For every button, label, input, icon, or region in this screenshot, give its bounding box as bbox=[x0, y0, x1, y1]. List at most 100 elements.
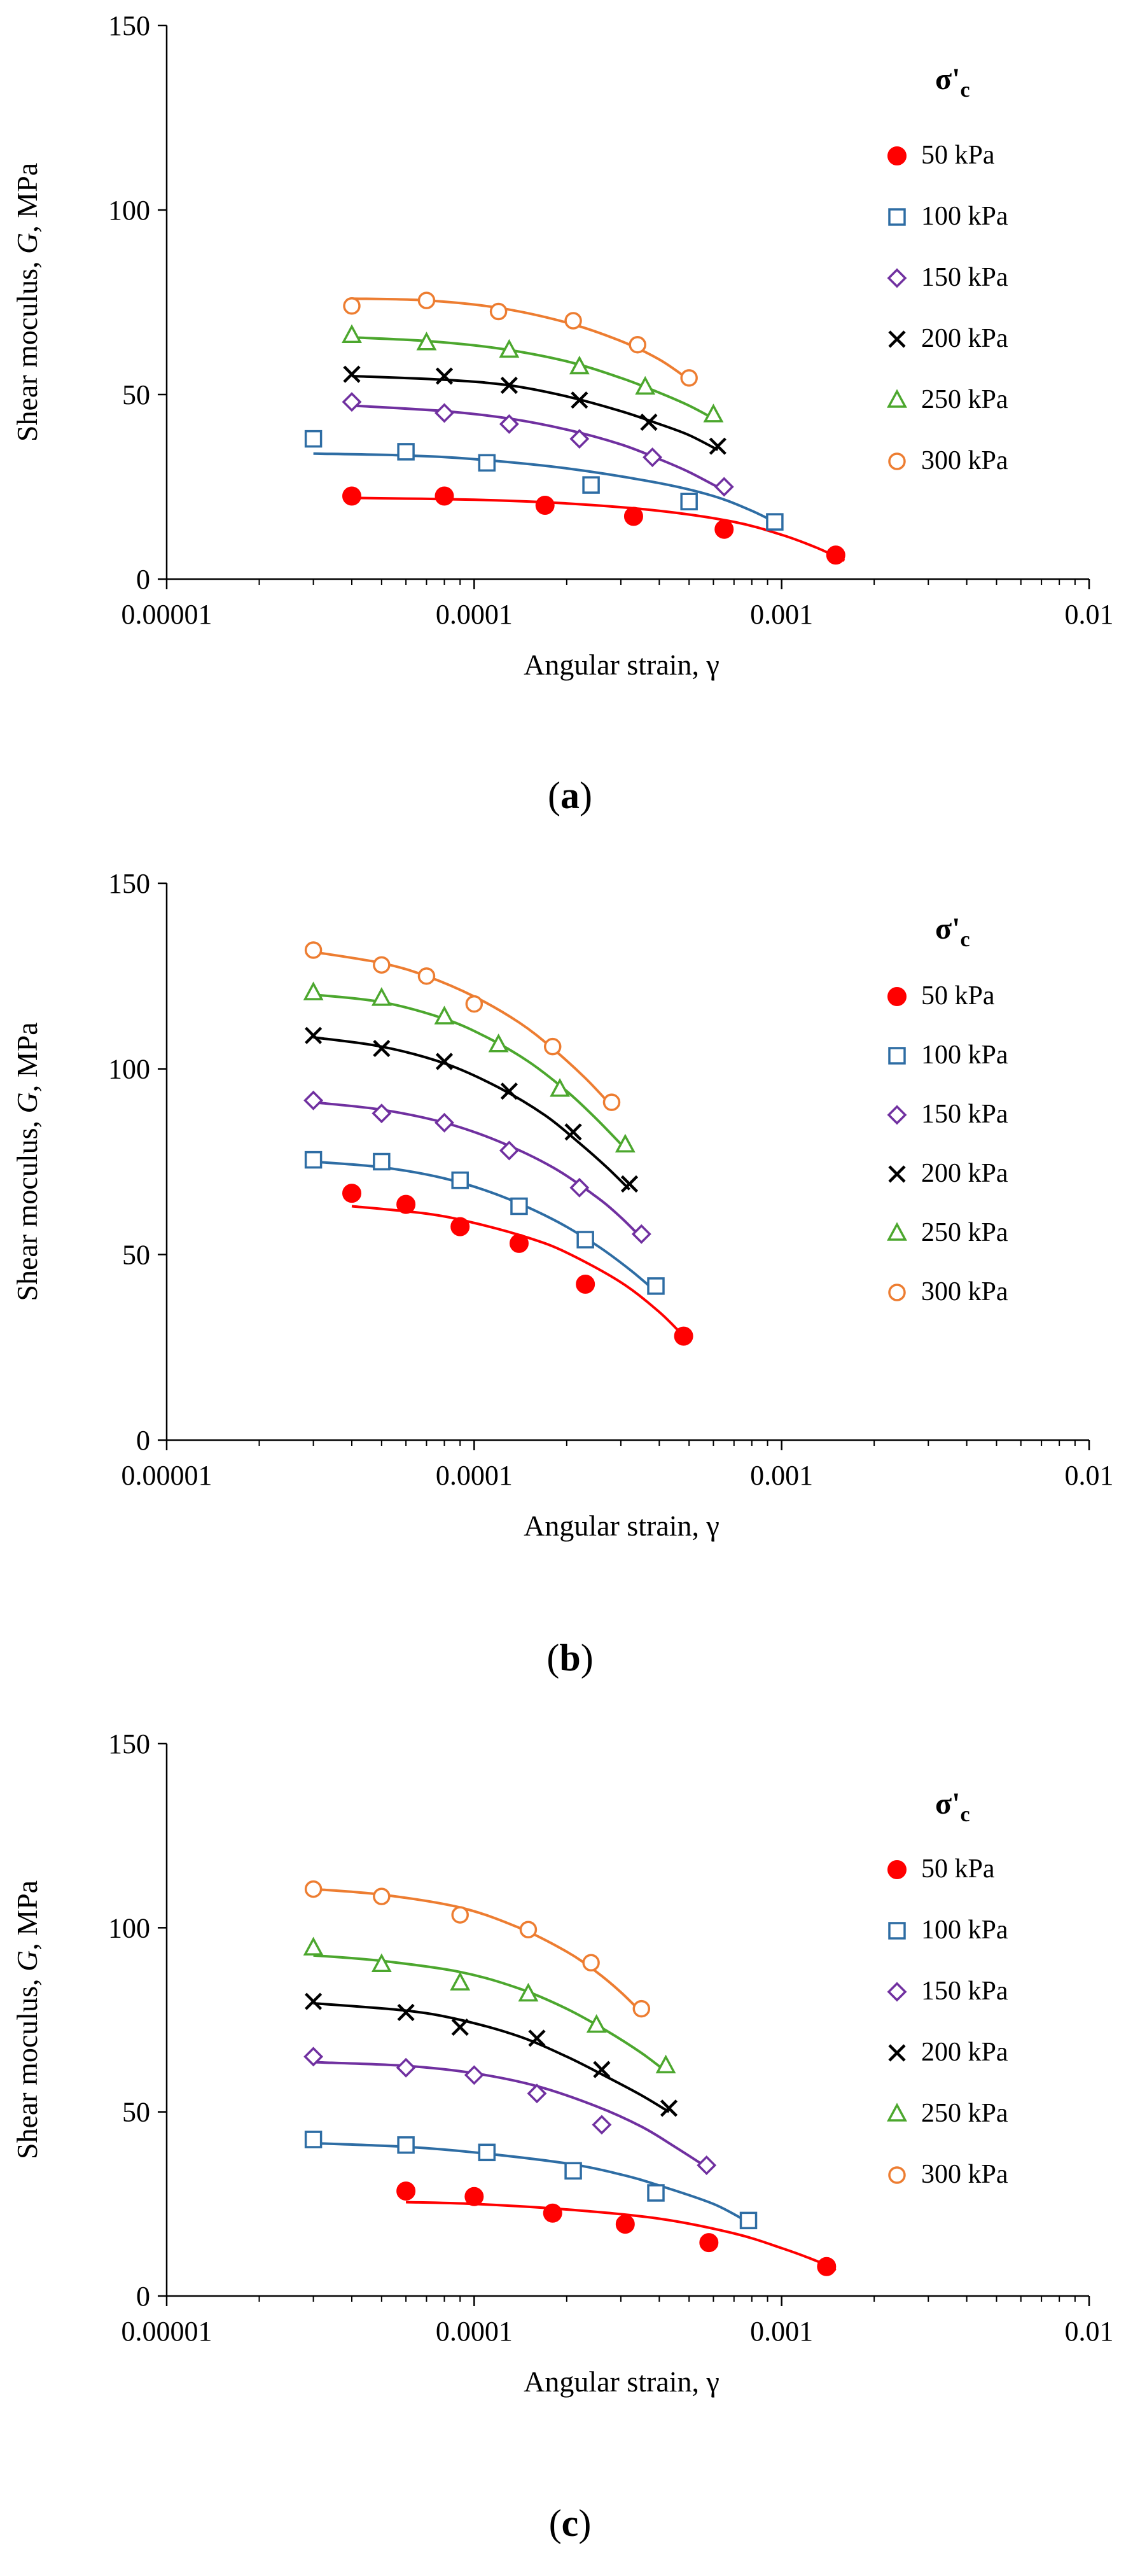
data-point bbox=[416, 332, 437, 351]
data-point bbox=[451, 1171, 469, 1189]
series-250-kpa bbox=[303, 981, 636, 1152]
x-axis-label: Angular strain, γ bbox=[524, 1509, 719, 1542]
legend-marker bbox=[888, 2166, 906, 2184]
series-50-kpa bbox=[342, 1184, 693, 1346]
data-point bbox=[451, 2018, 469, 2036]
data-point bbox=[826, 545, 845, 565]
y-tick-label: 150 bbox=[108, 1728, 150, 1760]
x-tick-label: 0.01 bbox=[1065, 2316, 1114, 2347]
series-150-kpa bbox=[303, 2047, 717, 2176]
chart-panel-a: 0 50 100 150 0.00001 0.0001 0.001 0.01 Angular s… bbox=[11, 10, 1114, 816]
data-point bbox=[632, 1999, 651, 2018]
data-point bbox=[435, 367, 454, 385]
data-point bbox=[697, 2155, 717, 2176]
legend-entry: 250 kPa bbox=[921, 2099, 1008, 2128]
data-point bbox=[569, 429, 590, 449]
x-tick-label: 0.0001 bbox=[436, 1460, 513, 1491]
data-point bbox=[373, 1152, 391, 1171]
y-tick-label: 100 bbox=[108, 195, 150, 226]
legend-entry: 300 kPa bbox=[921, 2160, 1008, 2189]
legend-entry: 150 kPa bbox=[921, 1977, 1008, 2006]
fit-curve bbox=[313, 950, 613, 1107]
y-axis-label-symbol: G bbox=[11, 1950, 43, 1971]
series-200-kpa bbox=[305, 1992, 678, 2117]
y-axis-label-prefix: Shear moculus, bbox=[11, 1971, 43, 2159]
data-point bbox=[451, 1906, 469, 1924]
legend-title: σ'c bbox=[935, 1787, 970, 1826]
data-point bbox=[703, 403, 724, 423]
data-point bbox=[564, 1123, 582, 1141]
data-point bbox=[373, 1887, 391, 1905]
data-point bbox=[640, 413, 658, 431]
legend-title-main: σ' bbox=[935, 1787, 960, 1821]
data-point bbox=[304, 2131, 323, 2148]
legend-marker bbox=[888, 1922, 906, 1940]
panel-label-close: ) bbox=[580, 774, 592, 816]
data-point bbox=[434, 1112, 454, 1133]
data-point bbox=[305, 1992, 323, 2010]
x-tick-label: 0.01 bbox=[1065, 599, 1114, 630]
data-point bbox=[342, 392, 362, 412]
data-point bbox=[817, 2257, 837, 2276]
legend-title-sub: c bbox=[960, 928, 970, 951]
data-point bbox=[342, 324, 362, 343]
series-200-kpa bbox=[343, 365, 726, 455]
legend-marker bbox=[887, 1982, 907, 2002]
data-point bbox=[569, 1177, 590, 1198]
data-point bbox=[342, 486, 361, 506]
y-axis-label: Shear moculus, G, MPa bbox=[11, 1022, 43, 1301]
data-point bbox=[373, 1039, 391, 1058]
x-axis-label: Angular strain, γ bbox=[524, 648, 719, 681]
legend-marker bbox=[888, 1047, 906, 1065]
data-point bbox=[450, 1971, 471, 1991]
data-point bbox=[371, 1953, 392, 1972]
data-point bbox=[647, 1277, 665, 1295]
data-point bbox=[417, 291, 436, 309]
data-point bbox=[528, 2029, 546, 2047]
legend-entry: 100 kPa bbox=[921, 202, 1008, 231]
data-point bbox=[571, 391, 588, 409]
data-point bbox=[582, 476, 600, 494]
data-point bbox=[543, 1037, 562, 1056]
panel-label-letter: a bbox=[560, 774, 580, 816]
series-100-kpa bbox=[304, 430, 784, 531]
data-point bbox=[500, 1082, 518, 1100]
legend-marker bbox=[888, 452, 906, 470]
data-point bbox=[397, 2003, 415, 2022]
data-point bbox=[465, 995, 483, 1013]
legend-marker bbox=[887, 987, 907, 1006]
fit-curve bbox=[313, 2001, 670, 2113]
legend-title-main: σ' bbox=[935, 62, 960, 96]
data-point bbox=[643, 447, 663, 468]
y-tick-label: 0 bbox=[136, 564, 150, 595]
data-point bbox=[518, 1982, 539, 2002]
data-point bbox=[434, 403, 454, 423]
series-50-kpa bbox=[342, 486, 845, 565]
data-point bbox=[586, 2014, 607, 2033]
data-point bbox=[527, 2083, 547, 2104]
fit-curve bbox=[406, 2201, 837, 2272]
data-point bbox=[592, 2115, 612, 2135]
y-axis-label: Shear moculus, G, MPa bbox=[11, 163, 43, 442]
data-point bbox=[303, 1936, 324, 1956]
data-point bbox=[576, 1231, 594, 1249]
series-250-kpa bbox=[342, 324, 724, 423]
x-tick-label: 0.001 bbox=[750, 599, 813, 630]
series-300-kpa bbox=[304, 941, 621, 1111]
data-point bbox=[304, 1151, 323, 1169]
fit-curve bbox=[313, 2061, 707, 2169]
data-point bbox=[543, 2203, 562, 2223]
data-point bbox=[680, 493, 698, 510]
legend-entry: 50 kPa bbox=[921, 981, 995, 1011]
data-point bbox=[478, 2143, 496, 2162]
panel-label: (b) bbox=[546, 1637, 593, 1679]
legend-title: σ'c bbox=[935, 62, 970, 102]
fit-curve bbox=[313, 2141, 749, 2224]
data-point bbox=[709, 437, 726, 455]
data-point bbox=[582, 1954, 600, 1972]
x-tick-label: 0.001 bbox=[750, 1460, 813, 1491]
data-point bbox=[371, 987, 392, 1006]
legend-entry: 300 kPa bbox=[921, 446, 1008, 475]
legend: σ'c 50 kPa 100 kPa 150 kPa 200 kPa 250 kPa 300… bbox=[887, 1787, 1008, 2189]
data-point bbox=[303, 981, 324, 1000]
